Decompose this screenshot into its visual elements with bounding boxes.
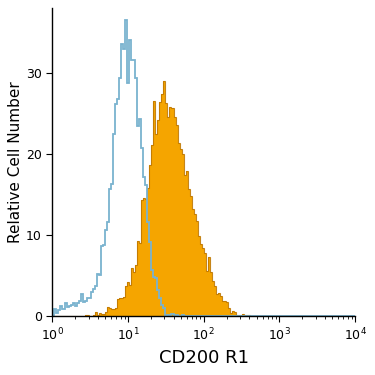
Y-axis label: Relative Cell Number: Relative Cell Number <box>8 81 23 243</box>
X-axis label: CD200 R1: CD200 R1 <box>159 349 249 367</box>
